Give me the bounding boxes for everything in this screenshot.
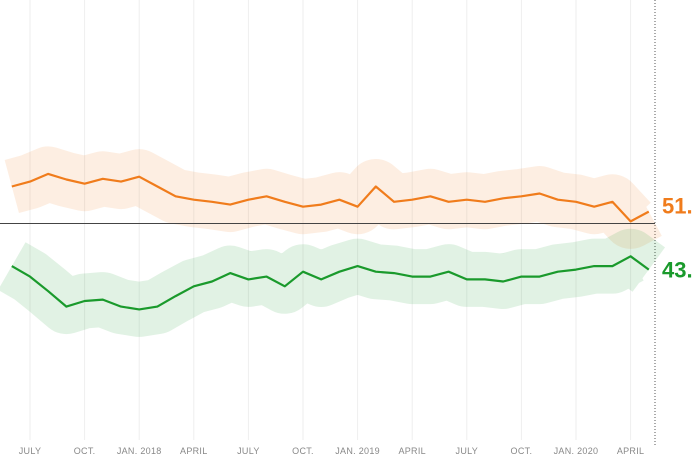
end-label: 51. [662, 193, 693, 218]
x-tick-label: JULY [237, 446, 260, 456]
trend-line [11, 255, 650, 311]
end-label: 43. [662, 257, 693, 282]
x-tick-label: APRIL [398, 446, 426, 456]
x-tick-label: JULY [19, 446, 42, 456]
x-tick-label: OCT. [511, 446, 533, 456]
x-tick-label: APRIL [180, 446, 208, 456]
x-tick-label: JAN. 2019 [335, 446, 380, 456]
x-tick-label: APRIL [617, 446, 645, 456]
x-tick-label: OCT. [292, 446, 314, 456]
x-tick-label: OCT. [74, 446, 96, 456]
x-tick-label: JAN. 2018 [117, 446, 162, 456]
trend-line [11, 172, 650, 223]
x-tick-label: JULY [456, 446, 479, 456]
x-tick-label: JAN. 2020 [554, 446, 599, 456]
